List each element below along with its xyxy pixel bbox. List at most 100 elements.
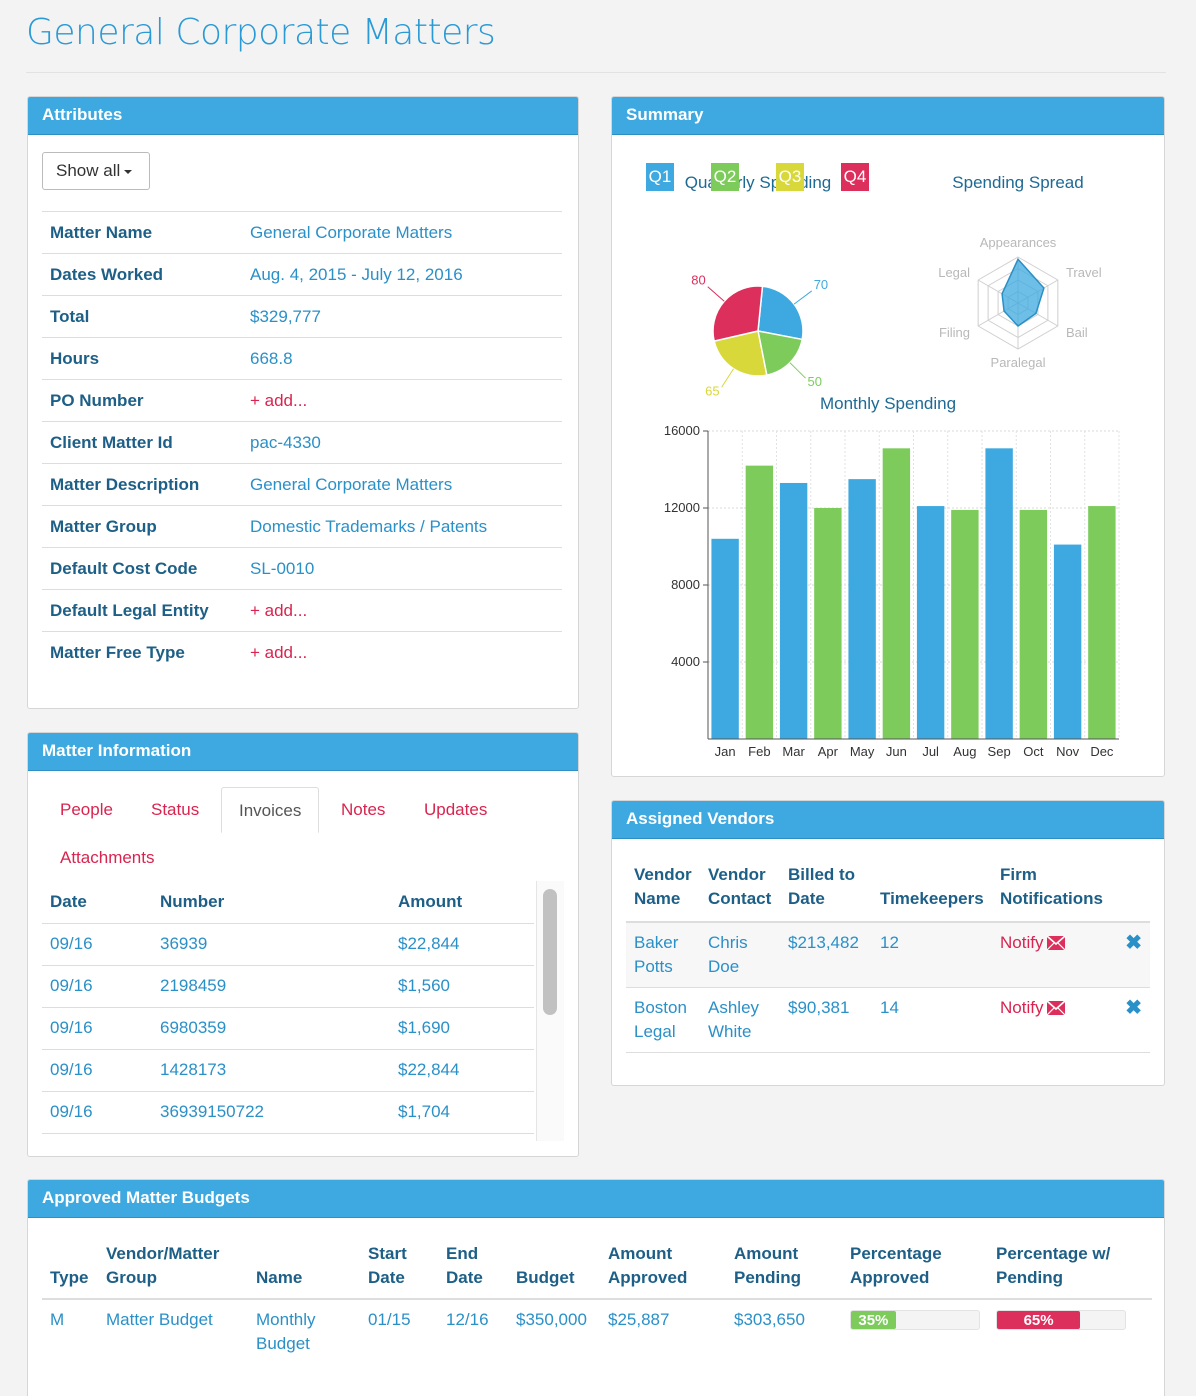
notify-cell: Notify [992, 987, 1112, 1053]
notify-cell: Notify [992, 922, 1112, 988]
spending-spread-title: Spending Spread [952, 173, 1084, 192]
y-tick-label: 8000 [671, 577, 700, 592]
radar-axis-label: Bail [1066, 325, 1088, 340]
attribute-row: Hours 668.8 [42, 337, 562, 380]
vendor-contact[interactable]: Chris Doe [700, 922, 780, 988]
remove-cell: ✖ [1112, 922, 1150, 988]
invoices-table: Date Number Amount 09/16 36939 $22,844 09/1… [42, 881, 534, 1134]
attribute-value[interactable]: 668.8 [242, 337, 562, 380]
y-tick-label: 4000 [671, 654, 700, 669]
tab-notes[interactable]: Notes [341, 800, 386, 819]
pie-slice-q4 [712, 285, 764, 342]
invoice-row[interactable]: 09/16 36939 $22,844 [42, 923, 534, 966]
invoice-row[interactable]: 09/16 6980359 $1,690 [42, 1007, 534, 1050]
x-tick-label: Jul [922, 744, 939, 759]
budgets-table: Type Vendor/Matter Group Name Start Date… [42, 1242, 1152, 1364]
attribute-value[interactable]: SL-0010 [242, 547, 562, 590]
attribute-value[interactable]: Domestic Trademarks / Patents [242, 505, 562, 548]
remove-vendor-icon[interactable]: ✖ [1125, 932, 1142, 954]
attributes-panel: Attributes Show all Matter Name General C… [27, 96, 579, 709]
tab-updates[interactable]: Updates [424, 800, 488, 819]
pie-leader-line [721, 368, 734, 388]
attribute-key: Client Matter Id [42, 421, 242, 464]
invoice-date: 09/16 [42, 1091, 152, 1134]
y-tick-label: 16000 [664, 423, 700, 438]
envelope-icon [1046, 998, 1067, 1022]
x-tick-label: Sep [988, 744, 1011, 759]
invoice-date: 09/16 [42, 965, 152, 1008]
assigned-vendors-panel: Assigned Vendors Vendor Name Vendor Cont… [611, 800, 1165, 1086]
budget-name: Monthly Budget [256, 1310, 316, 1353]
pie-data-label: 70 [814, 277, 828, 292]
invoice-number: 6980359 [152, 1007, 390, 1050]
invoice-row[interactable]: 09/16 2198459 $1,560 [42, 965, 534, 1008]
invoice-number: 36939 [152, 923, 390, 966]
attribute-value[interactable]: $329,777 [242, 295, 562, 338]
radar-axis-label: Travel [1066, 265, 1102, 280]
col-vendor-contact: Vendor Contact [700, 863, 780, 923]
col-timekeepers: Timekeepers [872, 863, 992, 923]
attributes-header: Attributes [28, 97, 578, 135]
invoice-amount: $22,844 [390, 923, 534, 966]
x-tick-label: Oct [1023, 744, 1044, 759]
monthly-bar-chart: 4000 8000 12000 16000 Jan Feb Mar Apr May Jun Jul A… [664, 423, 1120, 759]
attribute-row: Client Matter Id pac-4330 [42, 421, 562, 464]
bar-aug [951, 509, 979, 739]
attribute-key: Matter Name [42, 211, 242, 254]
vendor-name[interactable]: Boston Legal [626, 987, 700, 1053]
pie-slice-q3 [713, 330, 768, 377]
notify-link[interactable]: Notify [1000, 933, 1067, 952]
invoice-amount: $1,560 [390, 965, 534, 1008]
budget-end: 12/16 [446, 1310, 489, 1329]
remove-vendor-icon[interactable]: ✖ [1125, 997, 1142, 1019]
remove-cell: ✖ [1112, 987, 1150, 1053]
invoice-amount: $1,690 [390, 1007, 534, 1050]
attributes-table: Matter Name General Corporate Matters Date… [42, 211, 562, 674]
attribute-value[interactable]: pac-4330 [242, 421, 562, 464]
show-all-dropdown[interactable]: Show all [42, 152, 150, 190]
add-attribute-link[interactable]: + add... [242, 631, 562, 674]
percentage-cell: 35% [842, 1299, 988, 1364]
attribute-value[interactable]: General Corporate Matters [242, 463, 562, 506]
attribute-row: Total $329,777 [42, 295, 562, 338]
tab-status[interactable]: Status [151, 800, 200, 819]
invoice-row[interactable]: 09/16 1428173 $22,844 [42, 1049, 534, 1092]
vendor-contact[interactable]: Ashley White [700, 987, 780, 1053]
vendor-row: Baker Potts Chris Doe $213,482 12 Notify ✖ [626, 922, 1150, 988]
budget-pending: $303,650 [734, 1310, 805, 1329]
add-attribute-link[interactable]: + add... [242, 379, 562, 422]
tab-invoices[interactable]: Invoices [221, 787, 320, 833]
col-billed: Billed to Date [780, 863, 872, 923]
tab-people[interactable]: People [60, 800, 113, 819]
x-tick-label: Mar [782, 744, 805, 759]
legend-q4: Q4 [841, 163, 869, 191]
col-date: Date [42, 881, 152, 924]
notify-label: Notify [1000, 998, 1044, 1017]
invoices-scrollbar[interactable] [536, 881, 564, 1141]
scrollbar-thumb[interactable] [543, 889, 557, 1015]
radar-series [1001, 257, 1045, 327]
attribute-row: Matter Free Type + add... [42, 631, 562, 674]
invoice-row[interactable]: 09/16 36939150722 $1,704 [42, 1091, 534, 1134]
attribute-row: Matter Name General Corporate Matters [42, 211, 562, 254]
page-title: General Corporate Matters [26, 12, 496, 53]
legend-q2: Q2 [711, 163, 739, 191]
col-vendor-group: Vendor/Matter Group [98, 1242, 248, 1300]
matter-information-panel: Matter Information People Status Invoice… [27, 732, 579, 1157]
attribute-value[interactable]: General Corporate Matters [242, 211, 562, 254]
bar-mar [779, 482, 808, 739]
vendor-name[interactable]: Baker Potts [626, 922, 700, 988]
attribute-value[interactable]: Aug. 4, 2015 - July 12, 2016 [242, 253, 562, 296]
radar-axis-label: Appearances [980, 235, 1057, 250]
tab-attachments[interactable]: Attachments [60, 848, 155, 867]
col-amount-approved: Amount Approved [600, 1242, 726, 1300]
matter-information-header: Matter Information [28, 733, 578, 771]
bar-apr [814, 508, 842, 739]
legend-q1: Q1 [646, 163, 674, 191]
notify-link[interactable]: Notify [1000, 998, 1067, 1017]
x-tick-label: Nov [1056, 744, 1080, 759]
invoice-number: 2198459 [152, 965, 390, 1008]
approved-budgets-header: Approved Matter Budgets [28, 1180, 1164, 1218]
bar-dec [1088, 506, 1116, 739]
add-attribute-link[interactable]: + add... [242, 589, 562, 632]
